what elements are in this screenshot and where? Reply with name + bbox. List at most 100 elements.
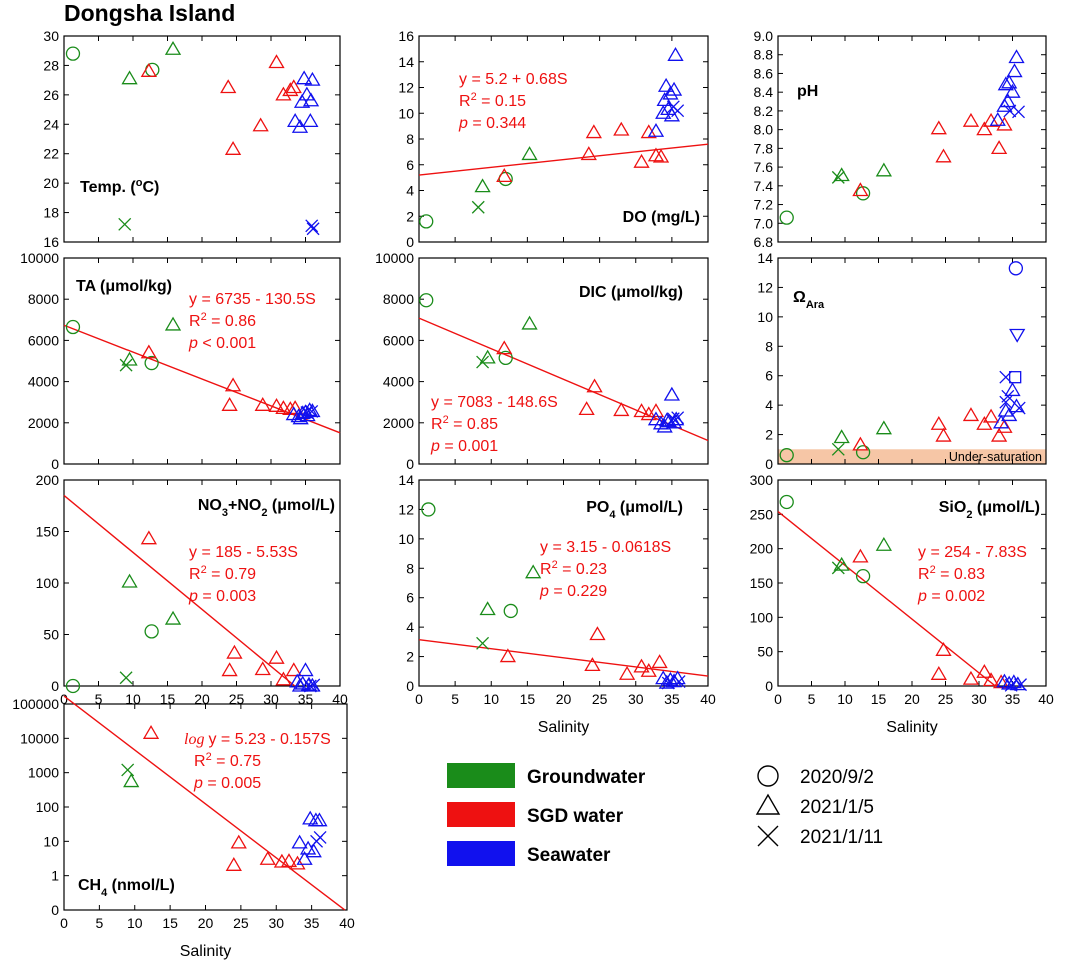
- panel-label: pH: [797, 83, 818, 100]
- y-tick-label: 0: [765, 456, 773, 472]
- fit-p-value: p = 0.229: [539, 583, 607, 600]
- y-tick-label: 150: [36, 524, 60, 540]
- plot-frame: [777, 257, 1047, 465]
- fit-equation: y = 6735 - 130.5S: [189, 291, 316, 308]
- x-tick-label: 20: [904, 691, 920, 707]
- data-point-cross: [1012, 401, 1026, 415]
- data-point-triangle: [935, 427, 952, 442]
- data-point-triangle: [474, 178, 491, 193]
- under-saturation-label: Under-saturation: [949, 450, 1042, 464]
- x-tick-label: 10: [483, 691, 499, 707]
- data-point-triangle: [852, 548, 869, 563]
- legend-date-label: 2021/1/11: [800, 827, 883, 848]
- legend-swatch: [447, 763, 515, 788]
- data-point-triangle: [613, 402, 630, 417]
- fit-p-value: p = 0.002: [917, 588, 985, 605]
- y-tick-label: 12: [757, 279, 773, 295]
- x-tick-label: 0: [60, 691, 68, 707]
- data-point-triangle: [982, 408, 1000, 423]
- legend-swatch: [447, 841, 515, 866]
- data-point-triangle: [997, 76, 1014, 91]
- data-point-triangle: [280, 853, 298, 868]
- data-point-triangle: [499, 648, 516, 663]
- data-point-triangle: [633, 153, 650, 168]
- y-tick-label: 2000: [383, 415, 414, 431]
- plot-frame: [777, 35, 1047, 243]
- data-point-circle: [65, 319, 81, 335]
- x-tick-label: 5: [808, 691, 816, 707]
- data-point-circle: [419, 293, 434, 308]
- data-point-triangle: [992, 414, 1010, 429]
- data-point-triangle: [580, 146, 597, 161]
- y-tick-label: 4: [406, 619, 414, 635]
- fit-equation: y = 7083 - 148.6S: [431, 394, 558, 411]
- y-tick-label: 0: [406, 234, 414, 250]
- data-point-triangle: [302, 113, 319, 127]
- data-point-circle: [144, 355, 159, 371]
- fit-equation: log y = 5.23 - 0.157S: [184, 731, 331, 748]
- panel-dic: 0 2000 4000 6000 8000 10000 DIC (μmol/kg) y = 7…: [375, 250, 709, 472]
- data-point-triangle: [658, 412, 675, 427]
- data-point-triangle: [618, 665, 636, 680]
- legend-item-groundwater: Groundwater: [447, 763, 646, 788]
- data-point-circle: [855, 445, 871, 460]
- data-point-cross: [121, 763, 135, 777]
- y-tick-label: 10000: [375, 250, 414, 266]
- fit-p-value: p = 0.344: [458, 115, 526, 132]
- data-point-triangle: [268, 398, 285, 412]
- fit-equation: y = 3.15 - 0.0618S: [540, 539, 671, 556]
- x-tick-label: 5: [95, 915, 103, 931]
- y-tick-label: 8.8: [754, 47, 774, 63]
- panel-label: Temp. (oC): [80, 177, 159, 196]
- y-tick-label: 6: [406, 590, 414, 606]
- data-point-triangle: [663, 386, 681, 401]
- regression-line: [777, 511, 996, 687]
- y-tick-label: 100: [36, 799, 60, 815]
- data-point-triangle: [633, 658, 650, 673]
- regression-line: [418, 143, 709, 176]
- data-point-cross: [119, 358, 133, 372]
- data-point-square: [1009, 371, 1022, 384]
- data-point-triangle: [657, 77, 675, 92]
- y-tick-label: 8: [406, 131, 414, 147]
- y-tick-label: 6: [406, 157, 414, 173]
- y-tick-label: 6000: [383, 332, 414, 348]
- fit-r-squared: R2 = 0.83: [918, 564, 985, 583]
- y-tick-label: 0: [406, 678, 414, 694]
- data-point-cross: [831, 442, 845, 456]
- panel-label: SiO2 (μmol/L): [939, 499, 1040, 521]
- data-point-circle: [503, 603, 518, 619]
- fit-r-squared: R2 = 0.86: [189, 311, 256, 330]
- data-point-triangle: [962, 670, 980, 685]
- y-tick-label: 4000: [28, 374, 59, 390]
- y-tick-label: 20: [43, 175, 59, 191]
- y-tick-label: 7.4: [754, 178, 774, 194]
- data-point-triangle: [230, 834, 247, 849]
- y-tick-label: 10: [757, 309, 773, 325]
- panel-do: 0 2 4 6 8 10 12 14 16 DO (mg/L) y = 5.2 + 0.68S R2 …: [398, 28, 709, 250]
- fit-p-value: p = 0.005: [193, 775, 261, 792]
- fit-equation: y = 185 - 5.53S: [189, 544, 298, 561]
- y-tick-label: 8: [765, 338, 773, 354]
- data-point-triangle: [479, 601, 496, 616]
- data-point-triangle-down: [1009, 328, 1026, 343]
- x-tick-label: 0: [774, 691, 782, 707]
- data-point-triangle: [140, 530, 158, 545]
- legend-swatch: [447, 802, 515, 827]
- data-point-triangle: [525, 564, 542, 579]
- legend-label: SGD water: [527, 806, 624, 827]
- data-point-triangle: [521, 315, 538, 330]
- y-tick-label: 6000: [28, 332, 59, 348]
- data-point-triangle: [254, 661, 271, 676]
- y-tick-label: 1000: [28, 765, 59, 781]
- data-point-circle: [498, 350, 513, 366]
- y-tick-label: 7.0: [754, 215, 774, 231]
- data-point-triangle: [652, 148, 670, 163]
- data-point-triangle: [875, 162, 892, 177]
- y-tick-label: 0: [51, 678, 59, 694]
- y-tick-label: 28: [43, 57, 59, 73]
- legend: Groundwater SGD water Seawater 2020/9/2 2021…: [447, 763, 883, 866]
- data-point-triangle: [613, 121, 630, 136]
- data-point-cross: [471, 200, 485, 214]
- data-point-triangle: [305, 843, 322, 858]
